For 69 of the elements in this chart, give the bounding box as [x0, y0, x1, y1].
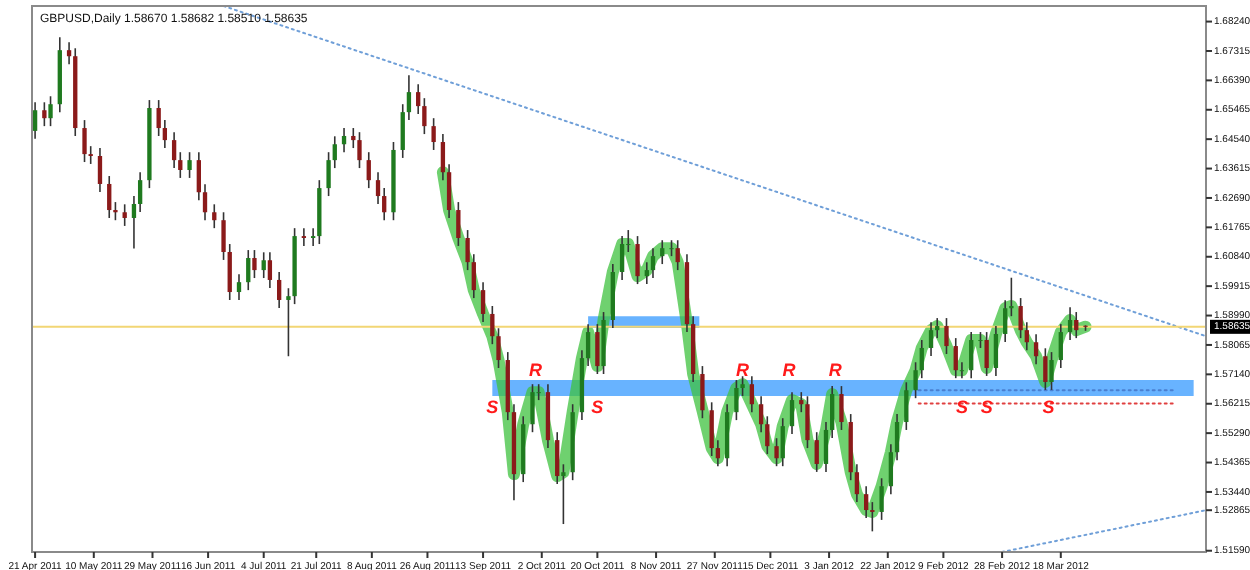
candlestick: [1074, 311, 1079, 339]
annotation: S: [486, 396, 499, 417]
candlestick: [97, 147, 103, 193]
candlestick: [1067, 306, 1073, 341]
candlestick: [814, 431, 819, 473]
candlestick: [864, 485, 869, 519]
candlestick: [317, 179, 322, 245]
candlestick: [122, 203, 127, 227]
annotation: R: [828, 360, 843, 381]
candlestick: [456, 201, 461, 247]
candlestick: [749, 375, 755, 413]
candlestick: [431, 117, 436, 151]
candlestick: [660, 239, 665, 265]
candlestick: [650, 247, 656, 279]
annotation: R: [736, 360, 751, 381]
candlestick: [724, 403, 730, 467]
candlestick: [601, 311, 606, 375]
candlestick: [366, 151, 371, 189]
candlestick: [904, 381, 909, 431]
annotation: R: [782, 360, 797, 381]
candlestick: [42, 101, 47, 127]
candlestick: [277, 271, 282, 309]
candlestick: [357, 131, 362, 169]
candlestick: [236, 273, 242, 301]
candlestick: [555, 431, 560, 485]
candlestick: [774, 437, 779, 467]
candlestick: [261, 251, 266, 279]
candlestick: [619, 235, 625, 281]
candlestick: [1058, 323, 1063, 369]
candlestick: [212, 203, 217, 229]
candlestick: [561, 463, 566, 525]
candlestick: [805, 395, 810, 449]
candlestick: [107, 175, 112, 219]
candlestick: [246, 249, 251, 291]
candlestick: [789, 391, 795, 435]
candlestick: [1003, 299, 1008, 343]
candlestick: [780, 417, 785, 467]
candlestick: [944, 317, 949, 355]
candlestick: [530, 383, 535, 433]
candlestick: [545, 383, 551, 449]
candlestick: [82, 119, 87, 163]
candlestick: [1043, 347, 1048, 391]
candlestick: [1049, 351, 1054, 391]
annotation: S: [980, 396, 993, 417]
candlestick: [969, 331, 974, 379]
candlestick: [675, 239, 680, 271]
candlestick: [734, 379, 739, 421]
candlestick: [267, 251, 273, 289]
candlestick: [839, 385, 844, 431]
candlestick: [187, 151, 192, 179]
candlestick: [301, 227, 307, 247]
candlestick: [879, 477, 884, 521]
candlestick: [610, 263, 615, 329]
candlestick: [953, 337, 958, 379]
candlestick: [984, 331, 989, 377]
candlestick: [48, 95, 53, 127]
candlestick: [928, 321, 934, 357]
candlestick: [252, 249, 257, 279]
annotation: S: [591, 396, 604, 417]
candlestick: [32, 101, 38, 140]
annotation: S: [1042, 396, 1055, 417]
candlestick: [700, 365, 705, 419]
annotation: S: [955, 396, 968, 417]
candlestick: [595, 323, 600, 375]
candlestick: [1033, 333, 1039, 365]
candlestick: [635, 235, 640, 285]
annotation: R: [529, 360, 544, 381]
candlestick: [993, 325, 999, 377]
candlestick: [480, 281, 486, 323]
